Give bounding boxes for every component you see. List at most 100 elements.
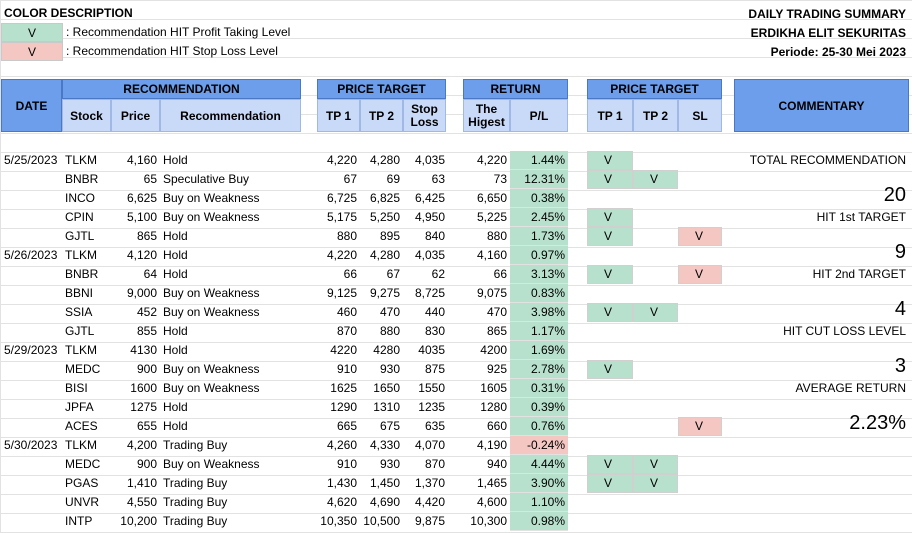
cell-pl: 2.45% bbox=[510, 208, 568, 227]
legend-red-swatch: V bbox=[1, 42, 63, 61]
cell-hit-tp1 bbox=[587, 284, 633, 303]
cell-recommendation: Hold bbox=[163, 248, 188, 262]
cell-recommendation: Hold bbox=[163, 343, 188, 357]
cell-hit-sl bbox=[678, 474, 722, 493]
cell-hit-tp2 bbox=[633, 151, 678, 170]
cell-price: 655 bbox=[136, 419, 157, 433]
cell-hit-tp2 bbox=[633, 246, 678, 265]
cell-stock: JPFA bbox=[65, 400, 94, 414]
cell-date bbox=[4, 170, 62, 189]
cell-hit-tp1 bbox=[587, 341, 633, 360]
cell-hit-sl bbox=[678, 208, 722, 227]
cell-tp2: 1310 bbox=[373, 400, 400, 414]
cell-the-highest: 1280 bbox=[480, 400, 507, 414]
header-commentary: COMMENTARY bbox=[734, 79, 909, 132]
cell-tp2: 1,450 bbox=[369, 476, 400, 490]
cell-hit-tp2 bbox=[633, 322, 678, 341]
cell-stock: TLKM bbox=[65, 248, 98, 262]
cell-hit-tp2 bbox=[633, 512, 678, 531]
cell-stock: TLKM bbox=[65, 438, 98, 452]
cell-stop-loss: 6,425 bbox=[414, 191, 445, 205]
cell-the-highest: 5,225 bbox=[476, 210, 507, 224]
cell-hit-tp1 bbox=[587, 512, 633, 531]
cell-pl: 0.38% bbox=[510, 189, 568, 208]
cell-date bbox=[4, 512, 62, 531]
cell-stock: CPIN bbox=[65, 210, 94, 224]
cell-stock: INCO bbox=[65, 191, 95, 205]
cell-tp2: 4,280 bbox=[369, 248, 400, 262]
header-hit-sl: SL bbox=[678, 99, 722, 132]
cell-stock: TLKM bbox=[65, 153, 98, 167]
cell-tp1: 910 bbox=[336, 362, 357, 376]
cell-tp2: 6,825 bbox=[369, 191, 400, 205]
cell-tp1: 1625 bbox=[330, 381, 357, 395]
cell-pl: 2.78% bbox=[510, 360, 568, 379]
cell-tp1: 5,175 bbox=[326, 210, 357, 224]
header-return-group: RETURN bbox=[463, 79, 568, 99]
cell-price: 865 bbox=[136, 229, 157, 243]
cell-tp2: 930 bbox=[379, 457, 400, 471]
cell-tp1: 67 bbox=[343, 172, 357, 186]
cell-recommendation: Buy on Weakness bbox=[163, 457, 260, 471]
cell-stop-loss: 4,035 bbox=[414, 153, 445, 167]
cell-the-highest: 940 bbox=[486, 457, 507, 471]
cell-stock: INTP bbox=[65, 514, 93, 528]
cell-tp2: 4280 bbox=[373, 343, 400, 357]
cell-price: 4,120 bbox=[126, 248, 157, 262]
cell-pl: 1.17% bbox=[510, 322, 568, 341]
cell-price: 65 bbox=[143, 172, 157, 186]
commentary-hit2-value: 4 bbox=[894, 298, 906, 320]
cell-stock: BNBR bbox=[65, 267, 99, 281]
cell-hit-tp1: V bbox=[587, 303, 633, 322]
cell-the-highest: 4,600 bbox=[476, 495, 507, 509]
cell-tp1: 6,725 bbox=[326, 191, 357, 205]
cell-the-highest: 10,300 bbox=[470, 514, 507, 528]
cell-recommendation: Trading Buy bbox=[163, 514, 228, 528]
cell-hit-tp2: V bbox=[633, 303, 678, 322]
cell-hit-tp1: V bbox=[587, 170, 633, 189]
legend-title: COLOR DESCRIPTION bbox=[4, 6, 133, 20]
cell-hit-tp2: V bbox=[633, 170, 678, 189]
cell-stop-loss: 63 bbox=[431, 172, 445, 186]
cell-stock: UNVR bbox=[65, 495, 100, 509]
cell-pl: 0.83% bbox=[510, 284, 568, 303]
cell-hit-tp1 bbox=[587, 246, 633, 265]
cell-stock: MEDC bbox=[65, 457, 101, 471]
cell-tp1: 4,260 bbox=[326, 438, 357, 452]
cell-tp1: 665 bbox=[336, 419, 357, 433]
cell-stock: SSIA bbox=[65, 305, 93, 319]
legend-green-swatch: V bbox=[1, 23, 63, 42]
cell-hit-tp2 bbox=[633, 227, 678, 246]
cell-date bbox=[4, 398, 62, 417]
cell-the-highest: 9,075 bbox=[476, 286, 507, 300]
cell-date bbox=[4, 265, 62, 284]
cell-hit-sl: V bbox=[678, 265, 722, 284]
cell-tp2: 9,275 bbox=[369, 286, 400, 300]
header-price-target-group: PRICE TARGET bbox=[317, 79, 446, 99]
cell-stop-loss: 1,370 bbox=[414, 476, 445, 490]
cell-pl: 1.10% bbox=[510, 493, 568, 512]
cell-the-highest: 660 bbox=[486, 419, 507, 433]
cell-the-highest: 880 bbox=[486, 229, 507, 243]
cell-stop-loss: 840 bbox=[424, 229, 445, 243]
cell-hit-tp2 bbox=[633, 398, 678, 417]
cell-hit-tp1: V bbox=[587, 227, 633, 246]
cell-recommendation: Buy on Weakness bbox=[163, 381, 260, 395]
cell-hit-tp1: V bbox=[587, 455, 633, 474]
cell-pl: 3.98% bbox=[510, 303, 568, 322]
commentary-total-label: TOTAL RECOMMENDATION bbox=[749, 153, 906, 167]
header-the-highest: The Higest bbox=[463, 99, 510, 132]
cell-tp1: 4,220 bbox=[326, 248, 357, 262]
cell-recommendation: Hold bbox=[163, 324, 188, 338]
cell-recommendation: Hold bbox=[163, 153, 188, 167]
cell-hit-sl bbox=[678, 398, 722, 417]
cell-stop-loss: 830 bbox=[424, 324, 445, 338]
cell-the-highest: 6,650 bbox=[476, 191, 507, 205]
cell-stop-loss: 4035 bbox=[418, 343, 445, 357]
cell-hit-tp2 bbox=[633, 208, 678, 227]
cell-the-highest: 66 bbox=[493, 267, 507, 281]
cell-pl: 0.98% bbox=[510, 512, 568, 531]
cell-pl: 1.69% bbox=[510, 341, 568, 360]
cell-tp2: 69 bbox=[386, 172, 400, 186]
header-date: DATE bbox=[1, 79, 62, 132]
